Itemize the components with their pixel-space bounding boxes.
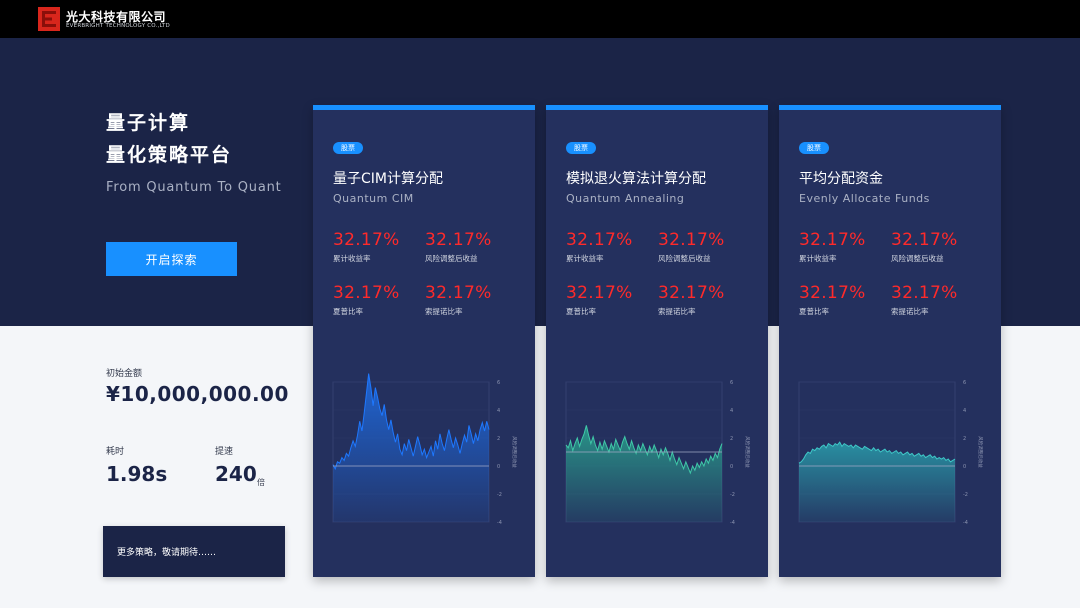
y-tick-label: 0 [963,464,966,470]
metric-sharpe-ratio: 32.17% 夏普比率 [566,283,633,317]
y-axis-label: 风险调整后收益 [744,436,751,468]
page-title-line2: 量化策略平台 [106,144,233,166]
metric-label: 夏普比率 [333,307,363,316]
metric-value: 32.17% [333,230,400,250]
speedup-unit: 倍 [257,478,265,487]
metric-value: 32.17% [425,230,492,250]
metric-label: 索提诺比率 [425,307,463,316]
return-chart: 6 4 2 0 -2 -4 风险调整后收益 [798,380,984,526]
y-tick-label: -4 [497,520,502,526]
area-fill [799,442,955,522]
y-tick-label: 6 [730,380,733,386]
metric-label: 风险调整后收益 [891,254,944,263]
metric-sortino-ratio: 32.17% 索提诺比率 [891,283,958,317]
metric-value: 32.17% [566,230,633,250]
y-tick-label: 6 [497,380,500,386]
metric-risk-adjusted-return: 32.17% 风险调整后收益 [425,230,492,264]
initial-amount-label: 初始金额 [106,369,143,379]
y-tick-label: -2 [963,492,968,498]
metric-sortino-ratio: 32.17% 索提诺比率 [425,283,492,317]
y-axis-label: 风险调整后收益 [511,436,518,468]
metric-cumulative-return: 32.17% 累计收益率 [333,230,400,264]
stock-tag: 股票 [566,142,596,154]
metric-value: 32.17% [566,283,633,303]
metric-cumulative-return: 32.17% 累计收益率 [566,230,633,264]
metric-sharpe-ratio: 32.17% 夏普比率 [333,283,400,317]
y-tick-label: 4 [730,408,733,414]
metric-value: 32.17% [891,283,958,303]
metric-value: 32.17% [799,230,866,250]
metric-label: 累计收益率 [566,254,604,263]
metric-cumulative-return: 32.17% 累计收益率 [799,230,866,264]
metric-label: 索提诺比率 [658,307,696,316]
metric-label: 索提诺比率 [891,307,929,316]
strategy-card-even[interactable]: 股票 平均分配资金 Evenly Allocate Funds 32.17% 累… [779,105,1001,577]
speedup-value: 240 [215,462,257,486]
stock-tag: 股票 [799,142,829,154]
y-tick-label: 2 [730,436,733,442]
card-title: 量子CIM计算分配 [333,171,443,187]
page-title-line1: 量子计算 [106,112,191,134]
y-tick-label: 2 [963,436,966,442]
series-line [332,373,490,471]
y-tick-label: -4 [963,520,968,526]
company-name-en: EVERBRIGHT TECHNOLOGY CO.,LTD [66,23,170,29]
metric-value: 32.17% [799,283,866,303]
initial-amount-value: ¥10,000,000.00 [106,382,289,406]
metric-label: 累计收益率 [333,254,371,263]
start-explore-button[interactable]: 开启探索 [106,242,237,276]
company-logo-icon[interactable] [38,7,60,31]
stock-tag: 股票 [333,142,363,154]
area-fill [566,425,722,522]
y-tick-label: -2 [497,492,502,498]
series-line [798,441,956,464]
y-tick-label: 6 [963,380,966,386]
metric-value: 32.17% [891,230,958,250]
strategy-card-cim[interactable]: 股票 量子CIM计算分配 Quantum CIM 32.17% 累计收益率 32… [313,105,535,577]
y-tick-label: 0 [497,464,500,470]
metric-value: 32.17% [425,283,492,303]
y-axis-label: 风险调整后收益 [977,436,984,468]
time-cost-label: 耗时 [106,447,125,457]
metric-value: 32.17% [333,283,400,303]
metric-label: 风险调整后收益 [425,254,478,263]
card-title: 模拟退火算法计算分配 [566,171,706,187]
company-name-cn: 光大科技有限公司 [66,10,167,24]
y-tick-label: 4 [497,408,500,414]
metric-value: 32.17% [658,283,725,303]
card-subtitle: Quantum Annealing [566,192,685,205]
metric-value: 32.17% [658,230,725,250]
time-cost-value: 1.98s [106,462,168,486]
y-tick-label: -4 [730,520,735,526]
metric-label: 风险调整后收益 [658,254,711,263]
y-tick-label: -2 [730,492,735,498]
page-subtitle: From Quantum To Quant [106,180,282,195]
y-tick-label: 0 [730,464,733,470]
metric-sharpe-ratio: 32.17% 夏普比率 [799,283,866,317]
speedup-label: 提速 [215,447,234,457]
metric-label: 累计收益率 [799,254,837,263]
series-line [565,425,723,475]
y-tick-label: 4 [963,408,966,414]
return-chart: 6 4 2 0 -2 -4 风险调整后收益 [332,373,518,526]
metric-label: 夏普比率 [799,307,829,316]
metric-sortino-ratio: 32.17% 索提诺比率 [658,283,725,317]
top-bar: 光大科技有限公司 EVERBRIGHT TECHNOLOGY CO.,LTD [0,0,1080,38]
card-title: 平均分配资金 [799,171,883,187]
card-subtitle: Evenly Allocate Funds [799,192,930,205]
metric-risk-adjusted-return: 32.17% 风险调整后收益 [891,230,958,264]
strategy-card-annealing[interactable]: 股票 模拟退火算法计算分配 Quantum Annealing 32.17% 累… [546,105,768,577]
y-tick-label: 2 [497,436,500,442]
metric-risk-adjusted-return: 32.17% 风险调整后收益 [658,230,725,264]
return-chart: 6 4 2 0 -2 -4 风险调整后收益 [565,380,751,526]
card-subtitle: Quantum CIM [333,192,414,205]
metric-label: 夏普比率 [566,307,596,316]
more-strategies-box[interactable]: 更多策略，敬请期待…… [103,526,285,577]
